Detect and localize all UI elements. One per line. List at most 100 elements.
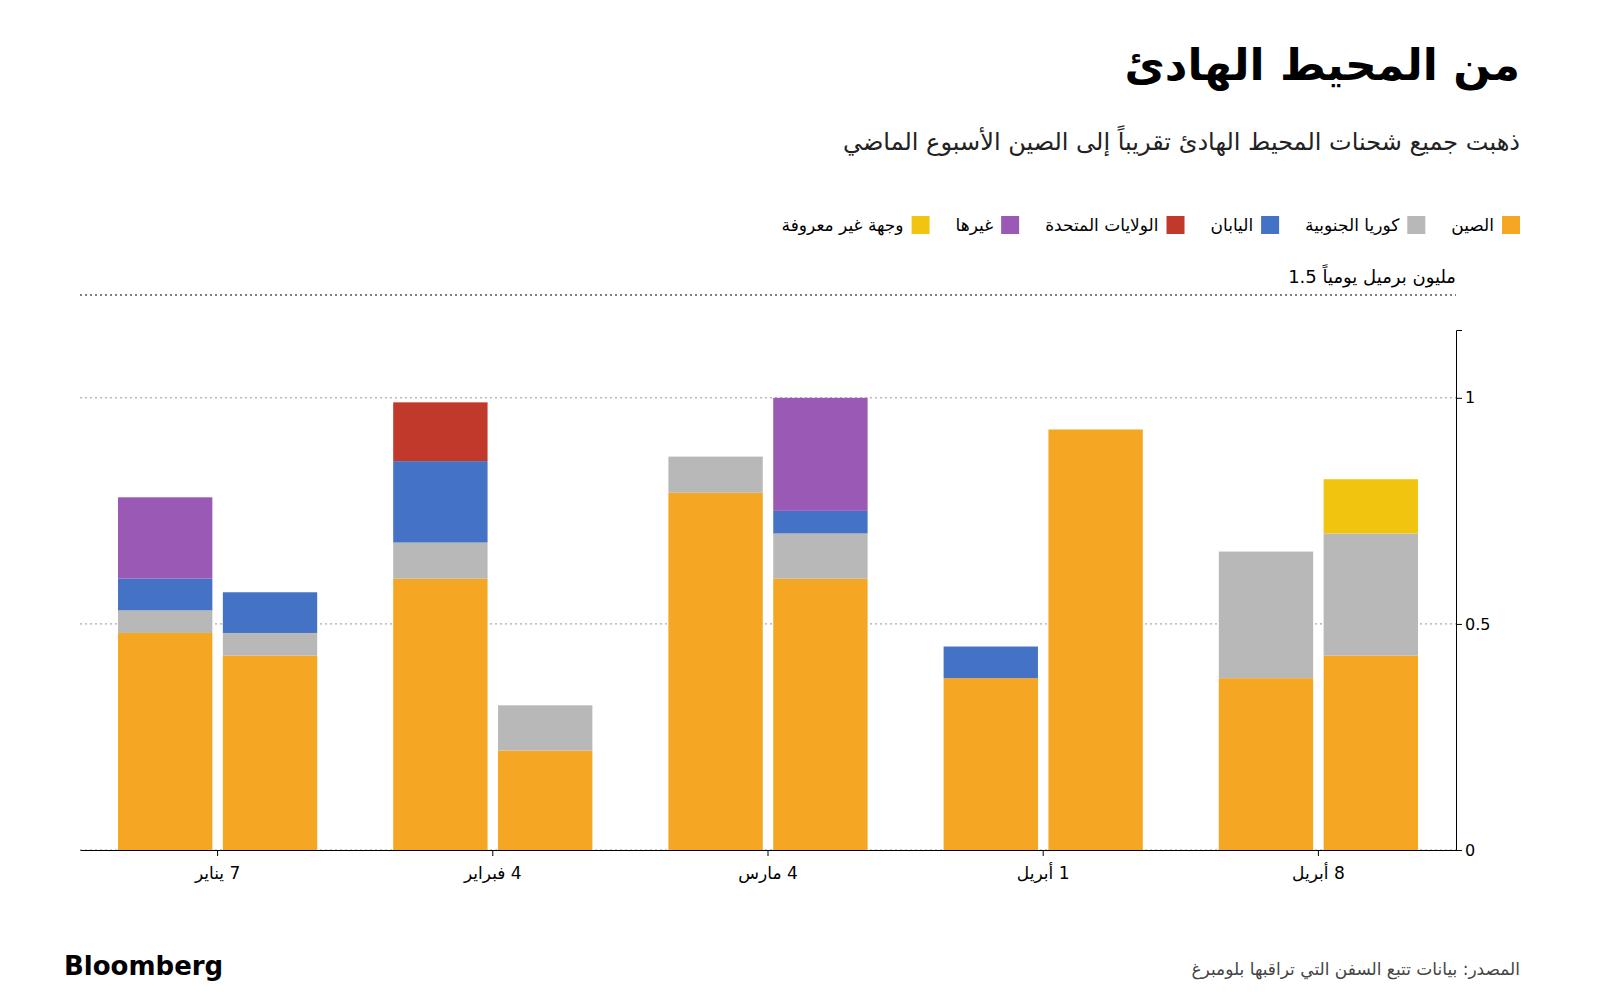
x-tick-mark [1318,850,1319,856]
x-tick-mark [217,850,218,856]
x-tick: 4 فبراير [463,850,522,883]
y-axis-line [1457,331,1463,851]
bar-segment [498,705,592,706]
bar-segment [118,610,212,633]
bar-segment [393,402,487,403]
bar-segment [118,497,212,578]
title: من المحيط الهادئ [1125,39,1520,91]
bar-segment [944,646,1038,647]
x-tick-label: 7 يناير [194,863,240,883]
chart: من المحيط الهادئ ذهبت جميع شحنات المحيط ا… [0,0,1600,1006]
bar-segment [1219,551,1313,552]
bars [118,398,1418,850]
bar-segment [1048,429,1142,430]
y-tick-label: 0.5 [1465,615,1490,634]
legend-item: وجهة غير معروفة [782,215,930,236]
series [118,398,868,579]
bar-segment [1324,533,1418,655]
legend-item: الولايات المتحدة [1045,215,1184,235]
bar-segment [223,633,317,656]
series [118,461,1038,678]
bar-segment [1219,551,1313,552]
series [393,402,487,461]
credit: Bloomberg [64,951,223,981]
x-tick: 7 يناير [194,850,240,883]
bar-segment [668,456,762,457]
series [1324,479,1418,533]
legend-swatch [1167,216,1185,234]
grid-line [80,397,1456,398]
x-tick: 1 أبريل [1017,850,1070,883]
y-tick-label: 0 [1465,841,1475,860]
bar-segment [1219,551,1313,552]
bar-segment [393,402,487,403]
bar-segment [944,646,1038,647]
bar-segment [393,461,487,542]
bar-segment [118,497,212,498]
bar-segment [498,705,592,750]
legend-item: غيرها [956,215,1020,235]
bar-segment [118,579,212,611]
x-tick-label: 8 أبريل [1292,862,1345,883]
legend-label: كوريا الجنوبية [1305,215,1400,235]
bar-segment [223,592,317,633]
legend-swatch [912,216,930,234]
bar-segment [1048,429,1142,850]
bar-segment [1324,656,1418,850]
legend-label: غيرها [956,215,994,235]
legend-item: كوريا الجنوبية [1305,215,1425,235]
legend-label: الولايات المتحدة [1045,215,1158,235]
series [118,457,1418,751]
bar-segment [1219,678,1313,850]
subtitle: ذهبت جميع شحنات المحيط الهادئ تقريباً إل… [843,125,1520,157]
bar-segment [668,456,762,457]
bar-segment [223,656,317,850]
bar-segment [223,592,317,593]
legend-label: وجهة غير معروفة [782,215,904,236]
bar-segment [773,579,867,850]
bar-segment [1219,551,1313,552]
x-tick: 4 مارس [738,850,797,883]
x-tick-label: 4 فبراير [463,863,522,883]
x-tick-label: 1 أبريل [1017,862,1070,883]
y-tick-mark [1456,624,1462,625]
bar-segment [393,543,487,579]
y-tick-mark [1456,850,1462,851]
bar-segment [223,592,317,593]
x-axis: 7 يناير 4 فبراير 4 مارس 1 أبريل 8 أبريل [81,850,1457,883]
bar-segment [944,646,1038,647]
y-tick: 0.5 [1456,615,1490,634]
legend-swatch [1261,216,1279,234]
bar-segment [944,647,1038,679]
bar-segment [498,705,592,706]
source: المصدر: بيانات تتبع السفن التي تراقبها ب… [1191,959,1520,980]
y-tick-label: 1 [1465,388,1475,407]
reference-line [80,294,1456,295]
y-axis-label: 1.5 مليون برميل يومياً [1288,264,1456,288]
x-tick-mark [768,850,769,856]
bar-segment [393,579,487,850]
bar-segment [773,533,867,578]
bar-segment [668,493,762,850]
bar-segment [498,705,592,706]
bar-segment [1048,429,1142,430]
bar-segment [668,457,762,493]
series [118,429,1418,850]
legend-label: اليابان [1211,215,1254,235]
x-tick-label: 4 مارس [738,863,797,883]
bar-segment [498,705,592,706]
bar-segment [1048,429,1142,430]
y-tick: 0 [1456,841,1475,860]
grid [80,398,1456,850]
bar-segment [223,592,317,593]
bar-segment [1048,429,1142,430]
legend-swatch [1407,216,1425,234]
bar-segment [1048,429,1142,430]
bar-segment [773,397,867,398]
y-tick: 1 [1456,388,1475,407]
y-tick-mark [1456,398,1462,399]
legend-item: الصين [1451,215,1520,235]
legend-swatch [1001,216,1019,234]
bar-segment [393,402,487,461]
bar-segment [668,456,762,457]
